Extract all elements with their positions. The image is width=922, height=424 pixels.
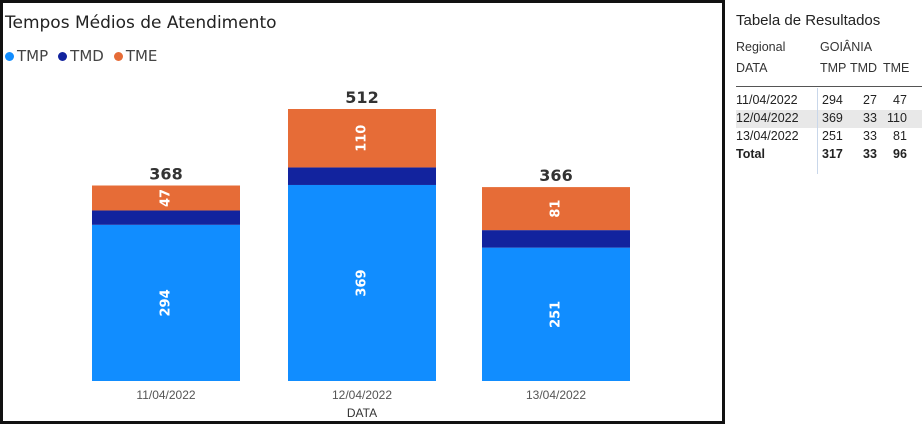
chart-legend: TMP TMD TME [5, 47, 157, 65]
bar-segment-tmp[interactable] [92, 224, 240, 381]
results-table-panel: Tabela de Resultados Regional GOIÂNIA DA… [728, 0, 922, 424]
regional-header-value: GOIÂNIA [820, 40, 873, 54]
cell-total-label: Total [736, 147, 765, 161]
bar-segment-tmd[interactable] [92, 210, 240, 225]
chart-panel: Tempos Médios de Atendimento TMP TMD TME… [0, 0, 725, 424]
cell-tmd: 27 [863, 93, 877, 107]
total-label: 512 [345, 88, 378, 107]
bar-segment-tmd[interactable] [482, 230, 630, 248]
data-label-tme: 81 [549, 200, 564, 218]
table-row: 11/04/2022 294 27 47 [736, 92, 922, 110]
data-label-tme: 110 [355, 125, 370, 152]
bar-segment-tmp[interactable] [482, 247, 630, 381]
data-label-tmp: 369 [355, 269, 370, 296]
bar-segment-tme[interactable] [482, 187, 630, 231]
cell-tmp: 294 [822, 93, 843, 107]
bar-segment-tmd[interactable] [288, 167, 436, 185]
cell-tmd: 33 [863, 111, 877, 125]
table-row: 13/04/2022 251 33 81 [736, 128, 922, 146]
column-header-tmp[interactable]: TMP [820, 61, 847, 75]
bar-segment-tme[interactable] [92, 185, 240, 211]
table-title: Tabela de Resultados [736, 12, 881, 29]
cell-tme: 81 [893, 129, 907, 143]
x-tick-label: 11/04/2022 [136, 388, 195, 402]
stacked-bar-chart: 294 47 368 11/04/2022 369 110 512 12/04/2022 251… [92, 88, 630, 420]
total-label: 368 [149, 165, 182, 184]
cell-total-tmp: 317 [822, 147, 843, 161]
x-tick-label: 12/04/2022 [332, 388, 392, 402]
column-header-tme[interactable]: TME [883, 61, 910, 75]
column-header-tmd[interactable]: TMD [850, 61, 878, 75]
column-separator [817, 88, 818, 174]
data-label-tme: 47 [159, 189, 174, 207]
legend-dot-tmp [5, 51, 14, 61]
regional-header-label: Regional [736, 40, 786, 54]
x-tick-label: 13/04/2022 [526, 388, 586, 402]
cell-total-tmd: 33 [863, 147, 877, 161]
cell-tme: 110 [887, 111, 907, 125]
data-label-tmp: 294 [159, 289, 174, 316]
legend-label-tme: TME [125, 47, 158, 65]
header-divider [736, 86, 922, 87]
cell-tmp: 369 [822, 111, 843, 125]
legend-item-tmd[interactable]: TMD [58, 47, 104, 65]
table-total-row: Total 317 33 96 [736, 146, 922, 164]
table-row: 12/04/2022 369 33 110 [736, 110, 922, 128]
legend-dot-tmd [58, 51, 68, 61]
x-axis-title: DATA [347, 406, 377, 420]
bar-segment-tmp[interactable] [288, 184, 436, 381]
legend-item-tme[interactable]: TME [113, 47, 158, 65]
legend-item-tmp[interactable]: TMP [5, 47, 48, 65]
cell-data: 12/04/2022 [736, 111, 799, 125]
cell-total-tme: 96 [893, 147, 907, 161]
cell-data: 11/04/2022 [736, 93, 798, 107]
column-header-data[interactable]: DATA [736, 61, 768, 75]
total-label: 366 [539, 166, 572, 185]
cell-tme: 47 [893, 93, 907, 107]
chart-title: Tempos Médios de Atendimento [5, 13, 277, 33]
legend-label-tmp: TMP [17, 47, 49, 65]
legend-dot-tme [113, 51, 123, 61]
legend-label-tmd: TMD [70, 47, 104, 65]
cell-tmp: 251 [822, 129, 843, 143]
cell-tmd: 33 [863, 129, 877, 143]
cell-data: 13/04/2022 [736, 129, 799, 143]
bar-segment-tme[interactable] [288, 109, 436, 168]
data-label-tmp: 251 [549, 301, 564, 328]
